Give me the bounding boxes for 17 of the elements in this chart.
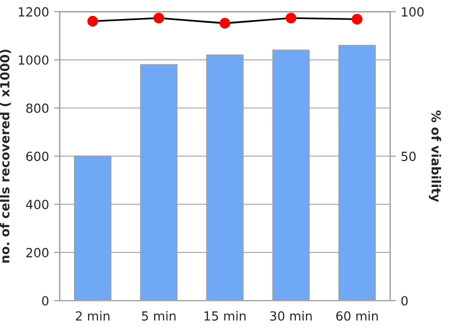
y-tick-label: 400 <box>26 200 48 210</box>
y-tick-label: 200 <box>26 248 48 258</box>
y-tick-label: 800 <box>26 103 48 113</box>
y-tick-label: 0 <box>42 296 48 306</box>
x-tick-label: 30 min <box>270 311 312 321</box>
y2-axis-title: % of viability <box>428 110 442 202</box>
y-tick-label: 1200 <box>18 7 48 17</box>
x-tick-label: 5 min <box>142 311 176 321</box>
x-tick-label: 15 min <box>204 311 246 321</box>
x-tick-label: 60 min <box>336 311 378 321</box>
y-tick-label: 600 <box>26 152 48 162</box>
y2-tick-label: 100 <box>402 7 424 17</box>
y-tick-label: 1000 <box>18 55 48 65</box>
y2-tick-label: 0 <box>401 296 408 306</box>
y2-tick-label: 50 <box>402 152 416 162</box>
x-tick-label: 2 min <box>76 311 110 321</box>
y-axis-title: no. of cells recovered ( x1000) <box>0 50 11 263</box>
